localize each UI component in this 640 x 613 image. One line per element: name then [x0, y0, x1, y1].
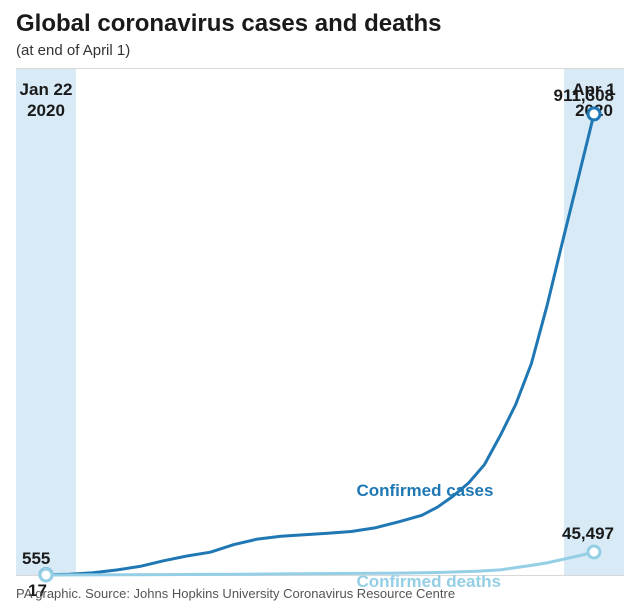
chart-container: Global coronavirus cases and deaths (at …	[0, 0, 640, 613]
chart-title: Global coronavirus cases and deaths	[16, 10, 441, 38]
chart-area: Jan 22 2020 Apr 1 2020 911,308 555 45,49…	[16, 68, 624, 576]
deaths-line	[46, 552, 594, 575]
chart-footer-source: PA graphic. Source: Johns Hopkins Univer…	[16, 586, 455, 601]
chart-subtitle: (at end of April 1)	[16, 42, 130, 59]
cases-marker	[588, 108, 600, 120]
deaths-marker	[40, 569, 52, 581]
chart-plot	[16, 69, 624, 575]
cases-line	[46, 114, 594, 575]
deaths-marker	[588, 546, 600, 558]
